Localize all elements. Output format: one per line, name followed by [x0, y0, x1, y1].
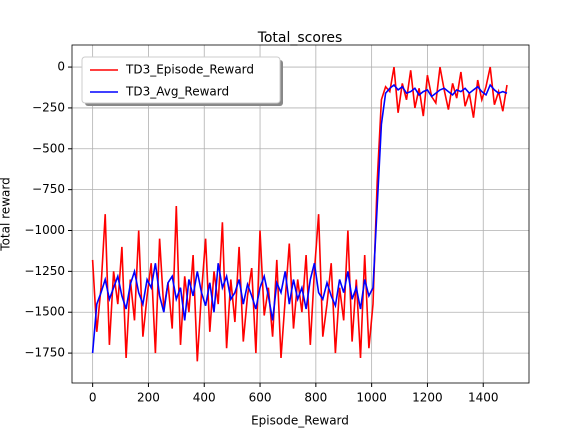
- legend-box: [81, 56, 281, 104]
- series-line: [91, 66, 508, 362]
- y-tick-label: −500: [32, 141, 65, 155]
- series-line: [91, 83, 508, 354]
- y-tick-label: 0: [57, 60, 65, 74]
- x-tick-label: 1200: [412, 391, 443, 405]
- x-tick-label: 600: [249, 391, 272, 405]
- y-tick-label: −1000: [24, 223, 65, 237]
- x-tick-label: 400: [193, 391, 216, 405]
- legend-label: TD3_Episode_Reward: [125, 63, 254, 77]
- y-tick-label: −250: [32, 100, 65, 114]
- x-axis-label: Episode_Reward: [251, 414, 349, 428]
- legend-label: TD3_Avg_Reward: [125, 85, 229, 99]
- chart-title: Total_scores: [257, 30, 343, 46]
- y-tick-label: −750: [32, 182, 65, 196]
- x-tick-label: 0: [89, 391, 97, 405]
- y-axis-label: Total reward: [0, 177, 13, 251]
- y-tick-label: −1500: [24, 305, 65, 319]
- x-tick-label: 1400: [468, 391, 499, 405]
- plot-frame: [71, 44, 530, 384]
- x-tick-label: 800: [304, 391, 327, 405]
- x-tick-label: 200: [137, 391, 160, 405]
- y-tick-label: −1750: [24, 346, 65, 360]
- y-tick-label: −1250: [24, 264, 65, 278]
- x-tick-label: 1000: [356, 391, 387, 405]
